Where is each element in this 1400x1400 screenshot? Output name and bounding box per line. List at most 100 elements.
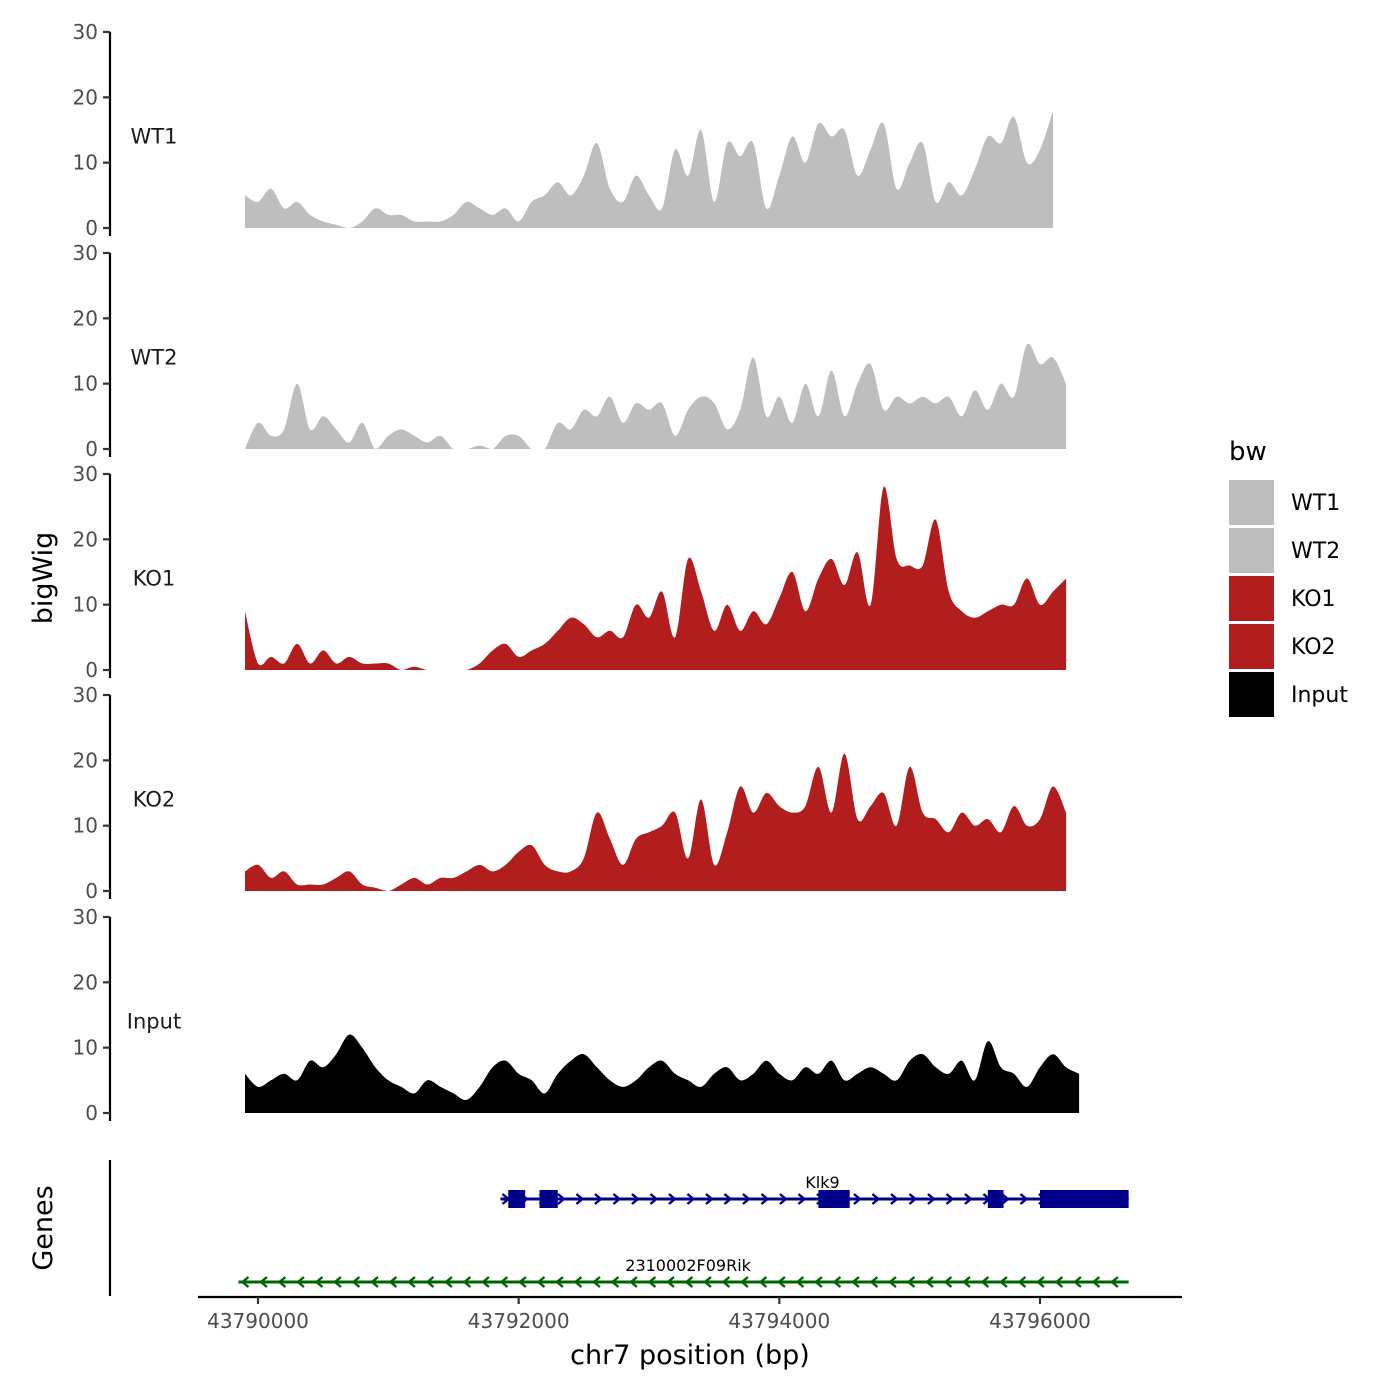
- y-tick-label: 0: [85, 437, 98, 461]
- strand-arrow: [259, 1276, 268, 1288]
- strand-arrow: [594, 1193, 603, 1205]
- strand-arrow: [721, 1276, 731, 1288]
- strand-arrow: [557, 1193, 566, 1205]
- strand-arrow: [240, 1276, 250, 1288]
- strand-arrow: [481, 1276, 490, 1288]
- strand-arrow: [888, 1276, 897, 1288]
- legend-key-ko1: [1229, 576, 1274, 621]
- y-tick-label: 10: [73, 814, 98, 838]
- strand-arrow: [795, 1276, 805, 1288]
- y-tick-label: 20: [73, 527, 98, 551]
- strand-arrow: [742, 1193, 751, 1205]
- strand-arrow: [631, 1193, 640, 1205]
- legend-key-input: [1229, 672, 1274, 717]
- y-tick-label: 20: [73, 306, 98, 330]
- legend-title: bw: [1229, 437, 1267, 467]
- legend-key-wt2: [1229, 528, 1274, 573]
- strand-arrow: [314, 1276, 324, 1288]
- track-label: KO1: [133, 567, 176, 591]
- signal-area-wt2: [245, 343, 1067, 449]
- gene-klk9: Klk9: [500, 1173, 1129, 1208]
- strand-arrow: [499, 1276, 509, 1288]
- strand-arrow: [703, 1276, 712, 1288]
- y-tick-label: 20: [73, 970, 98, 994]
- genes-panel: Klk9 2310002F09Rik: [108, 1160, 1129, 1296]
- strand-arrow: [612, 1193, 622, 1205]
- y-tick-label: 30: [73, 462, 98, 486]
- strand-arrow: [351, 1276, 361, 1288]
- strand-arrow: [908, 1193, 918, 1205]
- strand-arrow: [575, 1193, 585, 1205]
- exon-block: [539, 1190, 558, 1208]
- strand-arrow: [555, 1276, 564, 1288]
- strand-arrow: [758, 1276, 768, 1288]
- signal-tracks: 0 10 20 30 WT1 0 10 20 30 WT2 0 10 20 30 KO1 0 10 20 30 KO2…: [73, 20, 1080, 1125]
- exon-block: [987, 1190, 1004, 1208]
- strand-arrow: [851, 1276, 860, 1288]
- legend-label-ko2: KO2: [1291, 635, 1336, 660]
- strand-arrow: [740, 1276, 749, 1288]
- strand-arrow: [890, 1193, 899, 1205]
- strand-arrow: [668, 1193, 677, 1205]
- strand-arrow: [999, 1276, 1008, 1288]
- strand-arrow: [964, 1193, 973, 1205]
- strand-arrow: [536, 1276, 546, 1288]
- track-wt2: 0 10 20 30 WT2: [73, 241, 1067, 461]
- y-tick-label: 30: [73, 241, 98, 265]
- strand-arrow: [573, 1276, 583, 1288]
- strand-arrow: [832, 1276, 842, 1288]
- legend-label-wt2: WT2: [1291, 539, 1340, 564]
- strand-arrow: [814, 1276, 823, 1288]
- strand-arrow: [388, 1276, 398, 1288]
- strand-arrow: [797, 1193, 807, 1205]
- strand-arrow: [610, 1276, 620, 1288]
- strand-arrow: [518, 1276, 527, 1288]
- strand-arrow: [1001, 1193, 1010, 1205]
- strand-arrow: [1110, 1276, 1119, 1288]
- y-tick-label: 10: [73, 1036, 98, 1060]
- strand-arrow: [779, 1193, 788, 1205]
- legend-key-wt1: [1229, 480, 1274, 525]
- y-tick-label: 10: [73, 151, 98, 175]
- signal-area-ko2: [245, 753, 1067, 891]
- y-tick-label: 0: [85, 879, 98, 903]
- strand-arrow: [871, 1193, 881, 1205]
- strand-arrow: [370, 1276, 379, 1288]
- strand-arrow: [925, 1276, 934, 1288]
- x-tick-label: 43790000: [207, 1309, 309, 1333]
- track-label: Input: [127, 1010, 181, 1034]
- y-tick-label: 0: [85, 658, 98, 682]
- strand-arrow: [943, 1276, 953, 1288]
- strand-arrow: [666, 1276, 675, 1288]
- strand-arrow: [647, 1276, 657, 1288]
- y-tick-label: 20: [73, 748, 98, 772]
- track-label: WT1: [131, 125, 178, 149]
- x-tick-label: 43794000: [728, 1309, 830, 1333]
- strand-arrow: [927, 1193, 936, 1205]
- y-tick-label: 30: [73, 683, 98, 707]
- legend-label-input: Input: [1291, 683, 1348, 708]
- x-tick-label: 43792000: [468, 1309, 570, 1333]
- strand-arrow: [425, 1276, 435, 1288]
- strand-arrow: [333, 1276, 342, 1288]
- exon-block: [1040, 1190, 1129, 1208]
- strand-arrow: [980, 1276, 990, 1288]
- strand-arrow: [705, 1193, 714, 1205]
- track-input: 0 10 20 30 Input: [73, 905, 1080, 1125]
- strand-arrow: [906, 1276, 916, 1288]
- strand-arrow: [462, 1276, 472, 1288]
- track-ko2: 0 10 20 30 KO2: [73, 683, 1067, 903]
- strand-arrow: [962, 1276, 971, 1288]
- signal-area-ko1: [245, 486, 1067, 670]
- strand-arrow: [649, 1193, 659, 1205]
- strand-arrow: [869, 1276, 879, 1288]
- gene-2310002f09rik: 2310002F09Rik: [238, 1256, 1129, 1288]
- legend: bw WT1 WT2 KO1 KO2 Input: [1229, 437, 1348, 717]
- strand-arrow: [1091, 1276, 1101, 1288]
- strand-arrow: [296, 1276, 305, 1288]
- y-tick-label: 20: [73, 85, 98, 109]
- y-tick-label: 0: [85, 1101, 98, 1125]
- strand-arrow: [1054, 1276, 1064, 1288]
- strand-arrow: [686, 1193, 696, 1205]
